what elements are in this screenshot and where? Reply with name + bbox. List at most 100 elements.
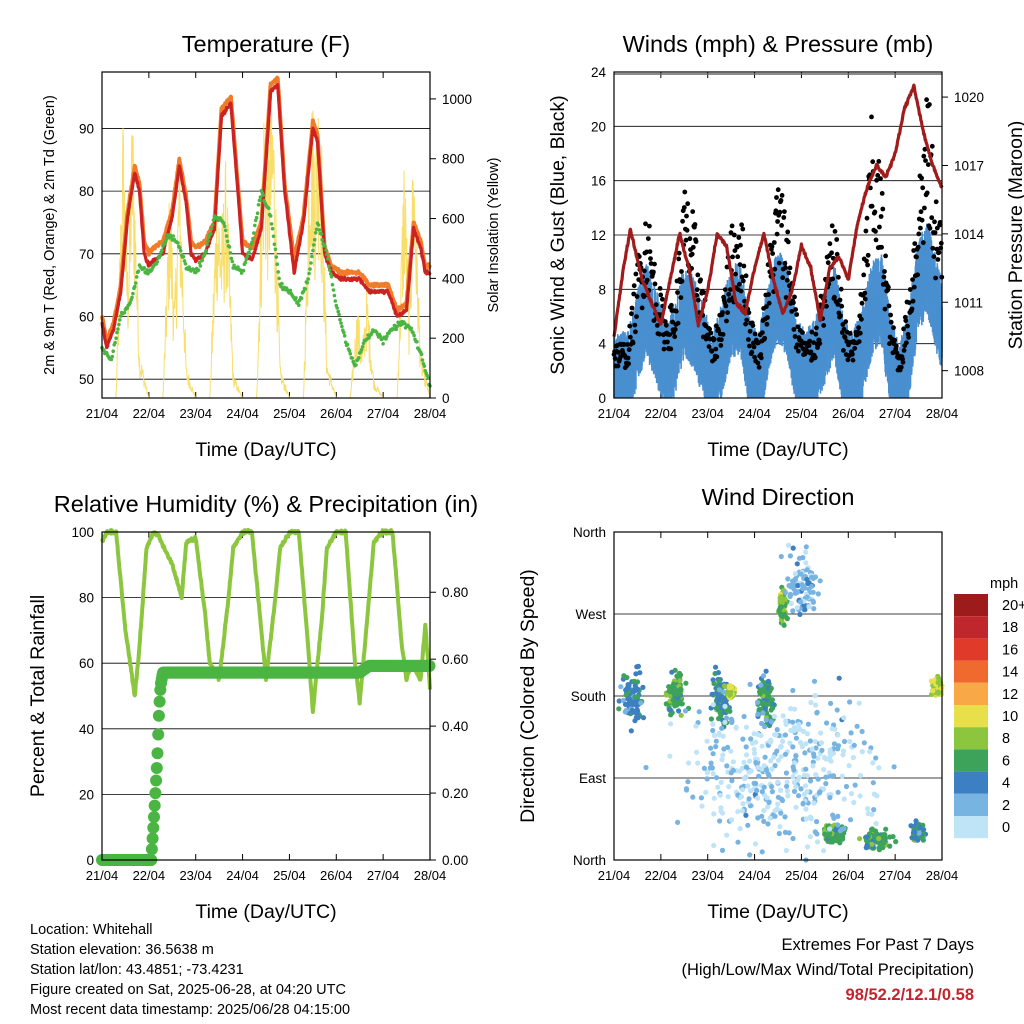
direction-point xyxy=(739,808,746,814)
gust-point xyxy=(758,355,764,361)
gust-point xyxy=(931,254,937,259)
gust-point xyxy=(775,187,781,193)
direction-point xyxy=(710,727,716,734)
dewpoint-point xyxy=(253,223,257,228)
gust-point xyxy=(774,231,780,237)
y2-tick-label: 1011 xyxy=(954,295,983,310)
direction-point xyxy=(725,794,731,800)
direction-point xyxy=(912,829,918,835)
direction-point xyxy=(630,690,636,696)
direction-point xyxy=(786,583,792,589)
gust-point xyxy=(843,319,849,324)
direction-point xyxy=(804,789,810,795)
gust-point xyxy=(938,240,944,246)
direction-point xyxy=(780,738,786,745)
direction-point xyxy=(677,678,683,684)
y-tick-label: West xyxy=(575,607,606,622)
direction-point xyxy=(883,826,889,832)
direction-point xyxy=(784,779,790,785)
direction-point xyxy=(735,809,741,815)
direction-point xyxy=(747,681,753,688)
direction-point xyxy=(916,830,922,836)
legend-swatch xyxy=(954,594,988,617)
direction-point xyxy=(876,835,882,842)
direction-point xyxy=(746,796,752,802)
gust-point xyxy=(873,229,878,234)
direction-point xyxy=(847,738,853,745)
direction-point xyxy=(840,834,846,840)
x-tick-label: 25/04 xyxy=(785,868,818,883)
direction-point xyxy=(718,779,724,785)
x-tick-label: 24/04 xyxy=(738,406,771,421)
gust-point xyxy=(776,260,782,266)
gust-point xyxy=(751,344,757,350)
direction-point xyxy=(876,765,882,771)
direction-point xyxy=(761,808,767,814)
dewpoint-point xyxy=(350,356,355,360)
direction-point xyxy=(765,678,772,685)
speed-legend: mph 20+ 18 16 14 12 10 8 6 4 2 0 xyxy=(954,576,1024,839)
direction-point xyxy=(814,819,820,825)
gust-point xyxy=(901,326,906,332)
direction-point xyxy=(631,701,638,707)
direction-point xyxy=(796,721,802,728)
gust-point xyxy=(838,286,844,292)
direction-point xyxy=(865,838,871,845)
dewpoint-point xyxy=(392,323,397,328)
direction-point xyxy=(632,683,638,689)
dewpoint-point xyxy=(114,336,118,341)
dewpoint-point xyxy=(345,342,350,347)
gust-point xyxy=(878,214,884,219)
precip-point xyxy=(147,821,160,834)
dewpoint-point xyxy=(110,354,115,359)
gust-point xyxy=(670,319,675,325)
direction-point xyxy=(793,804,799,810)
temperature-ylabel: 2m & 9m T (Red, Orange) & 2m Td (Green) xyxy=(42,95,58,375)
dewpoint-point xyxy=(316,223,321,227)
gust-point xyxy=(877,224,882,230)
gust-point xyxy=(933,275,938,281)
direction-point xyxy=(839,773,845,779)
gust-point xyxy=(785,239,791,245)
direction-point xyxy=(748,736,754,742)
dewpoint-point xyxy=(274,255,279,259)
gust-point xyxy=(728,287,733,292)
dewpoint-point xyxy=(276,270,281,274)
precip-point xyxy=(152,728,165,741)
dewpoint-point xyxy=(223,228,228,233)
direction-point xyxy=(827,773,834,779)
direction-point xyxy=(667,753,673,759)
direction-point xyxy=(740,801,746,807)
direction-point xyxy=(815,591,821,597)
dewpoint-point xyxy=(254,215,259,220)
direction-point xyxy=(758,732,764,739)
dewpoint-point xyxy=(232,263,236,268)
direction-point xyxy=(791,586,797,592)
direction-point xyxy=(790,687,796,694)
direction-point xyxy=(716,730,722,737)
gust-point xyxy=(864,258,869,264)
dewpoint-point xyxy=(178,249,183,253)
direction-point xyxy=(710,677,716,683)
legend-swatch xyxy=(954,793,988,816)
station-info: Location: Whitehall Station elevation: 3… xyxy=(30,920,350,1020)
gust-point xyxy=(669,302,674,308)
gust-point xyxy=(813,331,819,337)
direction-point xyxy=(765,821,771,827)
direction-point xyxy=(857,793,863,799)
dewpoint-point xyxy=(117,322,121,327)
gust-point xyxy=(633,329,638,335)
gust-point xyxy=(695,297,701,303)
gust-point xyxy=(898,364,904,370)
direction-point xyxy=(685,779,691,785)
gust-point xyxy=(832,294,837,300)
dewpoint-point xyxy=(312,243,316,247)
x-tick-label: 21/04 xyxy=(86,406,119,421)
direction-point xyxy=(771,754,777,760)
direction-point xyxy=(790,774,796,780)
gust-point xyxy=(729,223,735,229)
dewpoint-point xyxy=(164,236,169,240)
dewpoint-point xyxy=(311,248,315,253)
gust-point xyxy=(746,337,751,342)
gust-point xyxy=(800,330,805,335)
